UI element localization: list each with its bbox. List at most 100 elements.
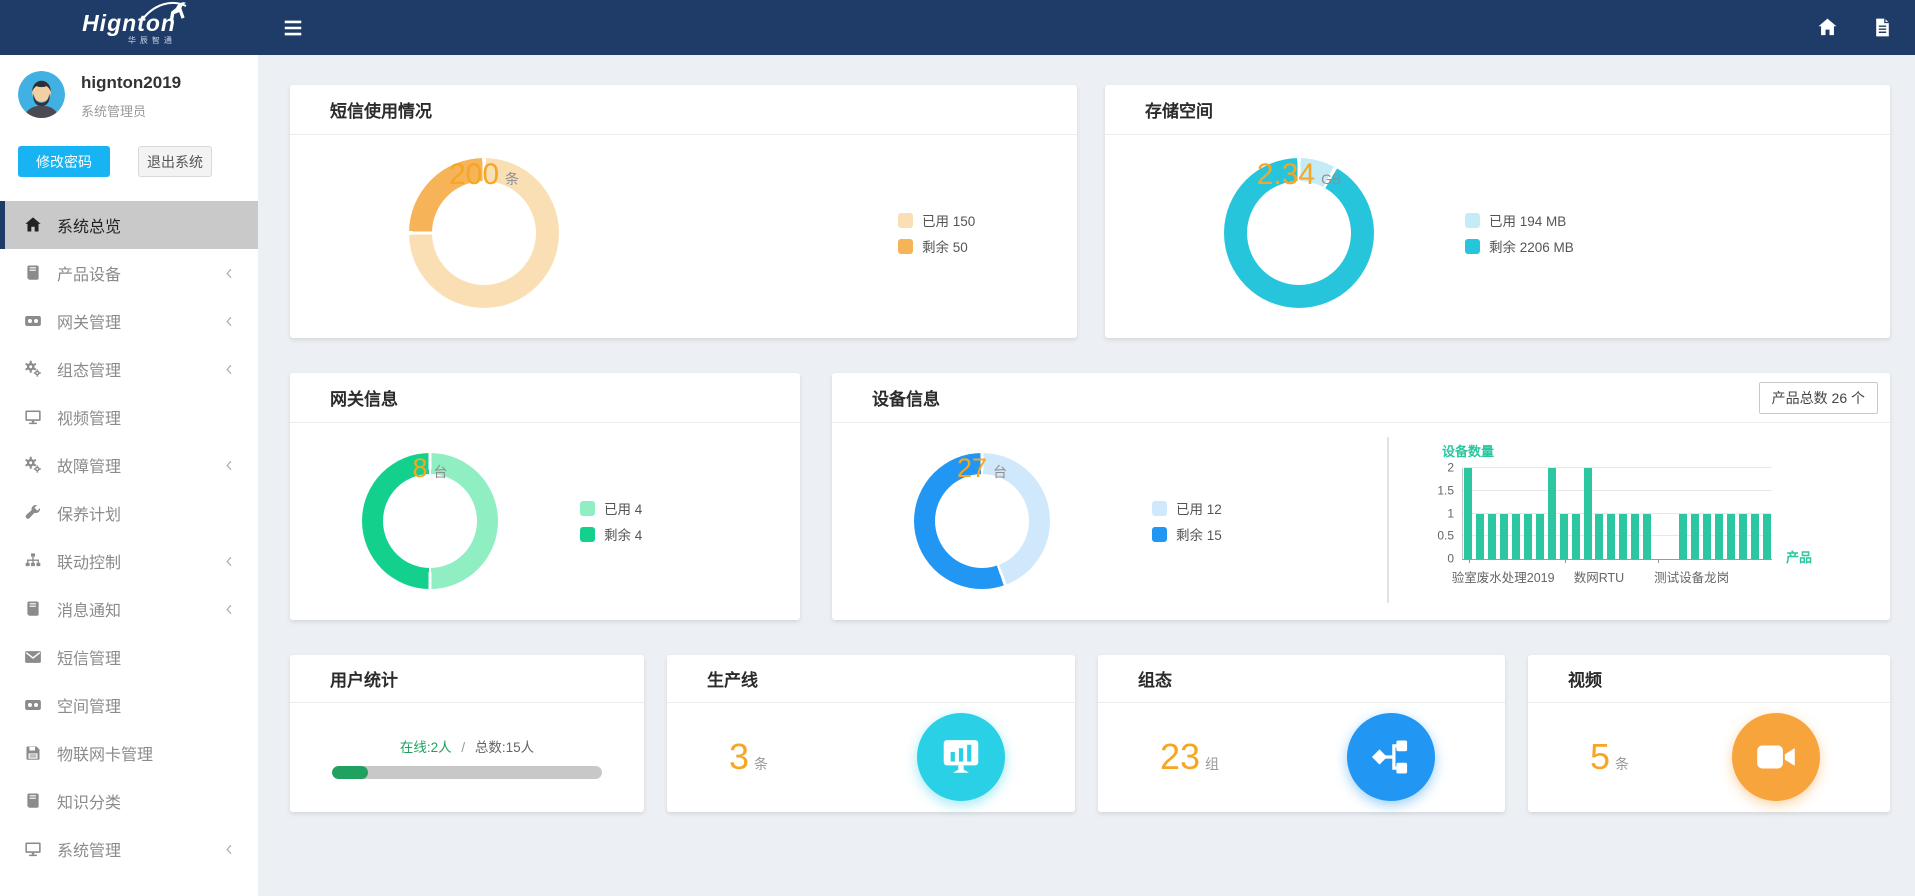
camera-icon <box>25 700 41 710</box>
sidebar-item-label: 系统总览 <box>57 219 122 236</box>
sidebar-item-label: 组态管理 <box>57 363 122 380</box>
sidebar-item-1-系统总览[interactable]: 系统总览 <box>0 201 258 249</box>
change-password-button[interactable]: 修改密码 <box>18 146 110 177</box>
user-role: 系统管理员 <box>81 104 147 119</box>
home-icon[interactable] <box>1817 17 1838 38</box>
card-title: 用户统计 <box>330 671 398 690</box>
monitor-icon <box>25 842 41 857</box>
bar <box>1559 513 1568 559</box>
bar <box>1679 513 1688 559</box>
gridline <box>1463 467 1772 468</box>
card-title: 视频 <box>1568 671 1602 690</box>
app-logo-subtext: 华辰智通 <box>127 35 176 45</box>
y-tick-label: 0.5 <box>1437 528 1454 543</box>
online-count: 在线:2人 <box>399 739 452 755</box>
sidebar-item-3-网关管理[interactable]: 网关管理 <box>0 297 258 345</box>
legend-item[interactable]: 剩余 15 <box>1152 524 1222 544</box>
gridline <box>1463 489 1772 491</box>
sidebar-item-10-短信管理[interactable]: 短信管理 <box>0 633 258 681</box>
sidebar-item-4-组态管理[interactable]: 组态管理 <box>0 345 258 393</box>
sitemap-icon <box>25 553 41 567</box>
bar <box>1607 513 1616 559</box>
production-unit: 条 <box>754 756 769 772</box>
legend-swatch <box>580 526 595 542</box>
video-unit: 条 <box>1615 756 1630 772</box>
top-bar: Hignton 华辰智通 <box>0 0 1915 55</box>
legend-item[interactable]: 剩余 2206 MB <box>1465 236 1574 256</box>
bar <box>1762 513 1771 559</box>
gridline <box>1463 512 1772 514</box>
gridline <box>1463 535 1772 537</box>
legend-item[interactable]: 剩余 4 <box>580 524 642 544</box>
sidebar-item-label: 故障管理 <box>57 459 122 476</box>
sidebar: hignton2019 系统管理员 修改密码 退出系统 系统总览产品设备网关管理… <box>0 55 258 896</box>
bar <box>1464 468 1472 559</box>
legend-item[interactable]: 已用 12 <box>1152 498 1222 518</box>
legend-item[interactable]: 已用 194 MB <box>1465 210 1574 230</box>
sidebar-item-label: 空间管理 <box>57 699 122 716</box>
donut-unit: 台 <box>993 464 1008 480</box>
sidebar-item-11-空间管理[interactable]: 空间管理 <box>0 681 258 729</box>
camera-icon <box>25 316 41 326</box>
y-tick-label: 1.5 <box>1437 483 1454 498</box>
chevron-left-icon <box>226 460 232 470</box>
book-icon <box>27 793 39 808</box>
card-title: 网关信息 <box>330 390 398 409</box>
legend-swatch <box>1465 212 1480 228</box>
sidebar-item-7-保养计划[interactable]: 保养计划 <box>0 489 258 537</box>
username: hignton2019 <box>81 73 182 92</box>
sidebar-item-label: 网关管理 <box>57 315 122 332</box>
sidebar-item-14-系统管理[interactable]: 系统管理 <box>0 825 258 873</box>
sidebar-item-2-产品设备[interactable]: 产品设备 <box>0 249 258 297</box>
bar <box>1583 468 1592 559</box>
monitor-icon <box>25 410 41 425</box>
chevron-left-icon <box>226 556 232 566</box>
logo: Hignton 华辰智通 <box>0 0 258 55</box>
bar <box>1619 513 1628 559</box>
logout-button[interactable]: 退出系统 <box>138 146 212 177</box>
bar-chart-title: 设备数量 <box>1442 444 1495 459</box>
bar <box>1523 513 1532 559</box>
sidebar-item-8-联动控制[interactable]: 联动控制 <box>0 537 258 585</box>
sidebar-item-label: 视频管理 <box>57 411 122 428</box>
donut-unit: GB <box>1321 171 1342 187</box>
sidebar-item-9-消息通知[interactable]: 消息通知 <box>0 585 258 633</box>
bar <box>1726 513 1735 559</box>
sidebar-item-6-故障管理[interactable]: 故障管理 <box>0 441 258 489</box>
sidebar-item-13-知识分类[interactable]: 知识分类 <box>0 777 258 825</box>
legend-item[interactable]: 剩余 50 <box>898 236 975 256</box>
donut-value: 2.34 <box>1256 158 1316 191</box>
chevron-left-icon <box>226 844 232 854</box>
storage-donut-chart: 2.34 GB <box>1224 158 1374 308</box>
card-title: 设备信息 <box>872 390 940 409</box>
card-scada: 组态 23 组 <box>1098 655 1505 812</box>
legend-item[interactable]: 已用 4 <box>580 498 642 518</box>
legend-item[interactable]: 已用 150 <box>898 210 975 230</box>
floppy-icon <box>26 746 40 760</box>
hamburger-icon[interactable] <box>282 17 304 39</box>
sidebar-item-12-物联网卡管理[interactable]: 物联网卡管理 <box>0 729 258 777</box>
card-device-info: 设备信息 产品总数 26 个 27 台 已用 12 剩余 15 设备数量 0 0.5 1… <box>832 373 1890 620</box>
bar <box>1547 468 1556 559</box>
users-progress-bar <box>332 765 602 779</box>
scada-count: 23 <box>1160 736 1201 777</box>
x-tick-mark <box>1564 559 1566 563</box>
legend-label: 剩余 2206 MB <box>1489 240 1574 255</box>
sidebar-item-5-视频管理[interactable]: 视频管理 <box>0 393 258 441</box>
x-tick-label: 数网RTU <box>1573 571 1625 585</box>
card-storage: 存储空间 2.34 GB 已用 194 MB 剩余 2206 MB <box>1105 85 1890 338</box>
bar <box>1499 513 1508 559</box>
bar <box>1631 513 1640 559</box>
card-gateway-info: 网关信息 8 台 已用 4 剩余 4 <box>290 373 800 620</box>
avatar <box>18 71 65 118</box>
sidebar-menu: 系统总览产品设备网关管理组态管理视频管理故障管理保养计划 联动控制 消息通知 短信管理… <box>0 201 258 873</box>
document-icon[interactable] <box>1872 17 1893 38</box>
bar <box>1715 513 1724 559</box>
main-content: 短信使用情况 200 条 已用 150 剩余 50 存储空间 2.34 GB <box>258 55 1915 896</box>
gateway-donut-chart: 8 台 <box>362 453 498 589</box>
card-video: 视频 5 条 <box>1528 655 1890 812</box>
sms-donut-chart: 200 条 <box>409 158 559 308</box>
bar <box>1475 513 1484 559</box>
bar-chart-plot: 0 0.5 1 1.5 2 验室废水处理2019 数网RTU 测试设备龙岗 产品 <box>1437 460 1812 585</box>
bar <box>1738 513 1747 559</box>
